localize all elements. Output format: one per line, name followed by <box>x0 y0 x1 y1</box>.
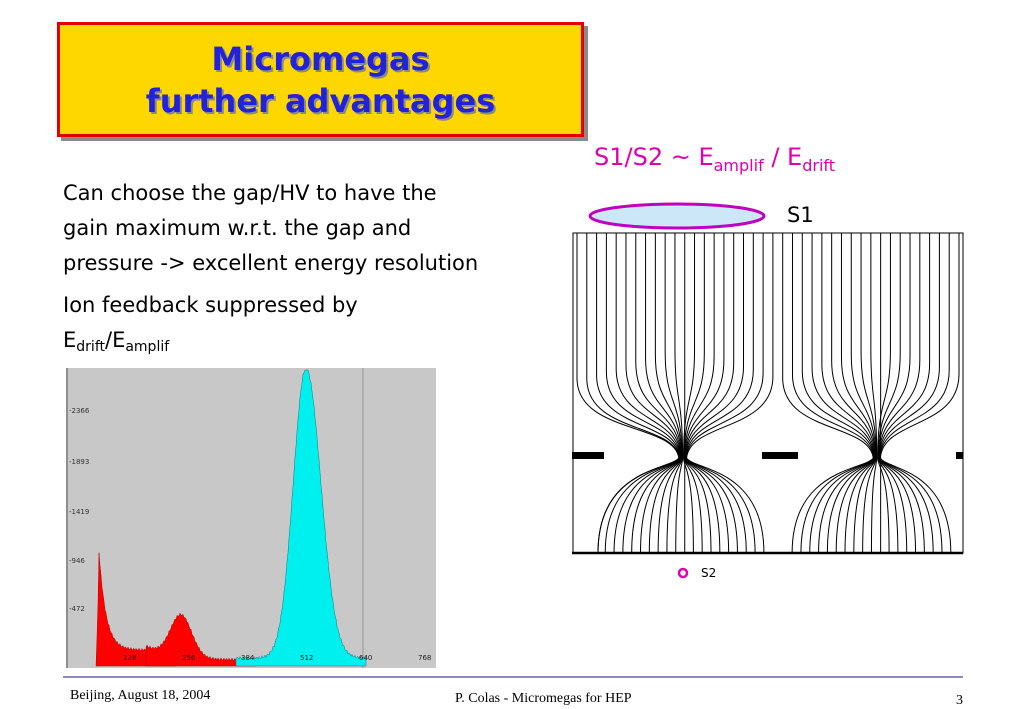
field-line <box>635 233 682 554</box>
title-line-2: further advantages <box>145 82 496 120</box>
field-line <box>801 233 875 554</box>
y-tick-label: -2366 <box>69 407 90 415</box>
paragraph-2: Ion feedback suppressed by Edrift/Eampli… <box>63 288 358 358</box>
s2-marker <box>677 567 689 579</box>
title-box: Micromegas further advantages <box>57 22 584 137</box>
footer-left: Beijing, August 18, 2004 <box>70 688 211 703</box>
s1-ellipse <box>588 202 766 230</box>
page-number: 3 <box>956 693 963 708</box>
strip-middle <box>762 452 798 459</box>
y-tick-label: -1419 <box>69 508 89 516</box>
field-line <box>870 233 878 554</box>
strip-left <box>572 452 604 459</box>
field-line <box>645 233 683 554</box>
plot-background <box>66 368 436 668</box>
spectrum-plot: -2366 -1893 -1419 -946 -472 128 256 384 512 640 7… <box>66 368 436 668</box>
strip-right <box>956 452 963 459</box>
field-line <box>831 233 876 554</box>
drift-subscript: drift <box>76 339 105 355</box>
field-line <box>686 233 774 554</box>
paragraph-2-line-2: Edrift/Eamplif <box>63 323 358 358</box>
formula: S1/S2 ~ Eamplif / Edrift <box>594 143 835 174</box>
slash-e: /E <box>105 328 126 352</box>
x-tick-label: 768 <box>418 654 431 662</box>
x-tick-label: 384 <box>241 654 255 662</box>
e-symbol: E <box>63 328 77 352</box>
paragraph-1-line-3: pressure -> excellent energy resolution <box>63 251 479 275</box>
footer-center: P. Colas - Micromegas for HEP <box>455 691 632 706</box>
field-line <box>683 233 715 554</box>
field-line <box>877 233 901 554</box>
field-line <box>674 233 684 554</box>
paragraph-1-line-1: Can choose the gap/HV to have the <box>63 181 437 205</box>
x-tick-label: 512 <box>300 654 313 662</box>
paragraph-1-line-2: gain maximum w.r.t. the gap and <box>63 216 412 240</box>
formula-ratio: S1/S2 ~ E <box>594 143 714 171</box>
field-line <box>860 233 877 554</box>
formula-drift: drift <box>802 156 836 175</box>
s2-label: S2 <box>701 566 717 580</box>
field-line <box>685 233 764 554</box>
field-line <box>576 233 680 554</box>
title-line-1: Micromegas <box>211 40 430 78</box>
field-line <box>877 233 891 554</box>
cyan-peak-main <box>235 369 367 667</box>
x-tick-labels: 128 256 384 512 640 768 <box>123 654 431 662</box>
field-lines <box>576 233 960 554</box>
field-line <box>664 233 683 554</box>
paragraph-1: Can choose the gap/HV to have the gain m… <box>63 176 478 281</box>
formula-sep: / E <box>763 143 803 171</box>
field-line <box>879 233 960 554</box>
diagram-frame <box>572 232 964 554</box>
x-tick-label: 128 <box>123 654 136 662</box>
footer-divider <box>63 676 963 678</box>
s1-label: S1 <box>787 203 814 227</box>
field-line <box>878 233 940 554</box>
x-tick-label: 256 <box>182 654 196 662</box>
formula-amplif: amplif <box>713 156 764 175</box>
amplif-subscript: amplif <box>125 339 170 355</box>
y-tick-label: -946 <box>69 557 85 565</box>
y-tick-labels: -2366 -1893 -1419 -946 -472 <box>69 407 90 613</box>
field-line <box>878 233 931 554</box>
x-tick-label: 640 <box>359 654 372 662</box>
y-tick-label: -1893 <box>69 458 89 466</box>
field-line <box>878 233 921 554</box>
paragraph-2-line-1: Ion feedback suppressed by <box>63 293 358 317</box>
y-tick-label: -472 <box>69 605 85 613</box>
